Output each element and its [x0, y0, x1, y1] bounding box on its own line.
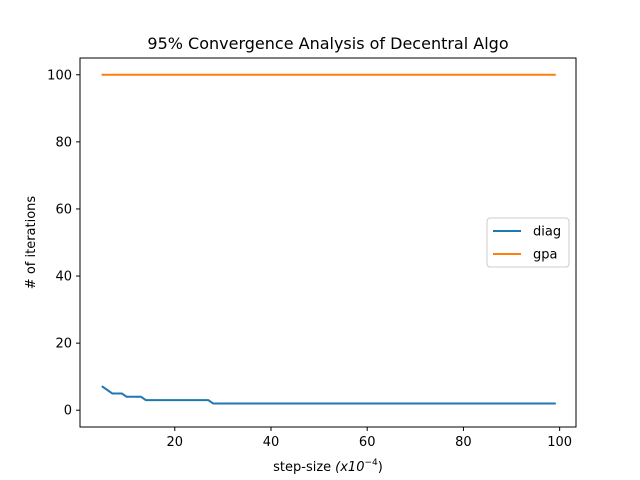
y-tick-label-60: 60 — [55, 202, 72, 217]
y-tick-label-80: 80 — [55, 135, 72, 150]
legend: diag gpa — [486, 217, 570, 268]
y-tick-label-20: 20 — [55, 337, 72, 352]
x-tick-label-40: 40 — [263, 435, 280, 450]
series-line-diag — [101, 385, 556, 405]
axis-ticks: 20 40 60 80 100 0 20 40 60 80 100 — [47, 68, 572, 450]
x-axis-close: ) — [378, 460, 383, 475]
x-axis-label: step-size — [273, 460, 331, 475]
chart-title: 95% Convergence Analysis of Decentral Al… — [147, 34, 508, 53]
legend-label-gpa: gpa — [533, 248, 557, 263]
x-axis-title: step-size (x10−4) — [273, 458, 383, 475]
x-tick-label-100: 100 — [547, 435, 572, 450]
y-tick-label-100: 100 — [47, 68, 72, 83]
y-axis-title: # of iterations — [24, 196, 39, 290]
plot-area — [101, 73, 556, 405]
x-axis-exponent: −4 — [364, 458, 378, 468]
x-tick-label-20: 20 — [167, 435, 184, 450]
x-axis-unit: (x10 — [335, 460, 364, 475]
y-tick-label-40: 40 — [55, 270, 72, 285]
legend-label-diag: diag — [533, 225, 561, 240]
x-tick-label-80: 80 — [455, 435, 472, 450]
plot-frame — [79, 57, 577, 428]
x-tick-label-60: 60 — [359, 435, 376, 450]
y-tick-label-0: 0 — [64, 404, 72, 419]
